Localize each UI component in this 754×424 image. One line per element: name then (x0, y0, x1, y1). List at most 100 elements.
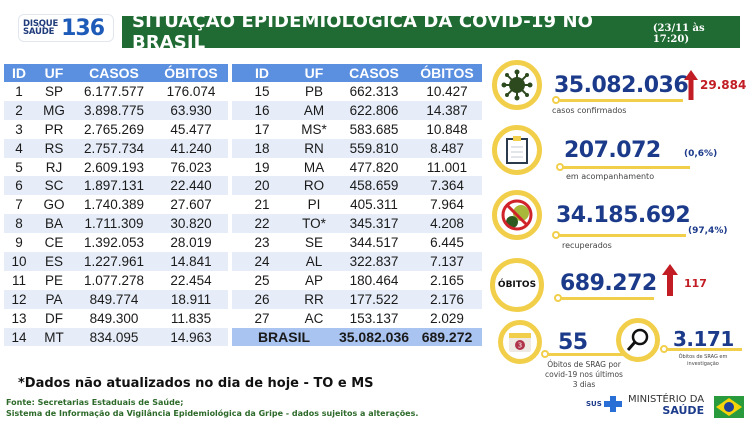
cell-uf: AL (292, 252, 336, 271)
increase-arrow-icon (684, 70, 698, 100)
cell-casos: 153.137 (349, 310, 399, 326)
cell-casos: 849.300 (89, 310, 139, 326)
deaths-label: ÓBITOS (497, 280, 537, 290)
cell-obitos: 18.911 (154, 289, 228, 309)
recovered-value: 34.185.692 (556, 203, 691, 228)
cell-casos: 1.897.131 (74, 176, 154, 196)
source-line-2: Sistema de Informação da Vigilância Epid… (6, 409, 419, 418)
cell-obitos: 10.848 (426, 121, 468, 137)
col-id: ID (232, 64, 292, 82)
data-note: *Dados não atualizados no dia de hoje - … (18, 376, 374, 391)
table-row: 20 RO 458.659 7.364 (232, 176, 482, 196)
cell-casos: 458.659 (336, 176, 412, 196)
cell-casos: 1.740.389 (83, 197, 145, 213)
underline-dot (660, 345, 668, 353)
cell-uf: SP (44, 83, 63, 99)
cell-uf: RO (292, 176, 336, 196)
magnifier-icon (616, 318, 660, 362)
table-row: 13 DF 849.300 11.835 (4, 309, 228, 328)
clipboard-icon (492, 125, 542, 175)
cell-uf: PB (304, 83, 323, 99)
cell-id: 12 (4, 289, 34, 309)
cell-id: 6 (4, 176, 34, 196)
cell-obitos: 22.454 (170, 272, 212, 288)
cell-id: 10 (4, 252, 34, 271)
cell-uf: AC (304, 310, 324, 326)
srag-recent-caption: Óbitos de SRAG por covid-19 nos últimos … (545, 360, 623, 389)
cell-uf: TO* (292, 214, 336, 234)
recovered-percent: (97,4%) (688, 226, 728, 236)
table-row: 1 SP 6.177.577 176.074 (4, 82, 228, 101)
cell-obitos: 7.364 (412, 176, 482, 196)
cell-casos: 344.517 (349, 235, 399, 251)
cell-obitos: 63.930 (154, 100, 228, 120)
cell-casos: 477.820 (349, 159, 399, 175)
table-row: 10 ES 1.227.961 14.841 (4, 252, 228, 271)
table-header-row: ID UF CASOS ÓBITOS (4, 64, 228, 82)
total-casos: 35.082.036 (336, 327, 412, 347)
cell-id: 25 (254, 272, 270, 288)
cell-casos: 2.757.734 (74, 138, 154, 158)
cell-uf: PR (44, 121, 64, 137)
recovered-caption: recuperados (562, 241, 612, 250)
table-row: 8 BA 1.711.309 30.820 (4, 214, 228, 234)
cell-obitos: 8.487 (412, 138, 482, 158)
underline-dot (556, 163, 564, 171)
cell-id: 17 (254, 121, 270, 137)
cell-id: 11 (11, 272, 26, 288)
cell-casos: 3.898.775 (74, 100, 154, 120)
cell-obitos: 14.387 (412, 100, 482, 120)
monitoring-caption: em acompanhamento (566, 172, 655, 181)
cell-obitos: 10.427 (426, 83, 468, 99)
cell-id: 19 (254, 159, 270, 175)
cell-id: 15 (254, 83, 270, 99)
srag-investigation-value: 3.171 (673, 327, 734, 351)
underline-dot (541, 350, 549, 358)
brazil-flag-icon (714, 396, 744, 418)
cell-id: 9 (15, 235, 23, 251)
svg-text:3: 3 (518, 342, 522, 350)
table-row: 27 AC 153.137 2.029 (232, 309, 482, 328)
cell-id: 14 (4, 327, 34, 347)
cell-obitos: 7.137 (412, 252, 482, 271)
underline-dot (554, 294, 562, 302)
cell-uf: SC (34, 176, 74, 196)
table-row: 19 MA 477.820 11.001 (232, 158, 482, 177)
underline (555, 99, 683, 102)
cell-obitos: 7.964 (430, 197, 464, 213)
table-row: 23 SE 344.517 6.445 (232, 233, 482, 252)
cell-id: 3 (15, 121, 23, 137)
cell-id: 22 (232, 214, 292, 234)
states-table-left: ID UF CASOS ÓBITOS 1 SP 6.177.577 176.074 2 M… (4, 64, 228, 347)
total-row: BRASIL 35.082.036 689.272 (232, 327, 482, 347)
col-casos: CASOS (74, 64, 154, 82)
cell-casos: 2.609.193 (83, 159, 145, 175)
confirmed-delta: 29.884 (700, 78, 747, 92)
table-row: 17 MS* 583.685 10.848 (232, 120, 482, 139)
cell-id: 20 (232, 176, 292, 196)
table-row: 14 MT 834.095 14.963 (4, 327, 228, 347)
cell-obitos: 14.963 (154, 327, 228, 347)
confirmed-cases-value: 35.082.036 (554, 73, 689, 98)
underline (664, 348, 742, 351)
cell-id: 7 (15, 197, 23, 213)
cell-uf: MA (303, 159, 325, 175)
cell-id: 16 (232, 100, 292, 120)
table-row: 5 RJ 2.609.193 76.023 (4, 158, 228, 177)
monitoring-percent: (0,6%) (684, 149, 718, 159)
deaths-value: 689.272 (560, 271, 657, 296)
cell-obitos: 2.176 (412, 289, 482, 309)
table-row: 11 PE 1.077.278 22.454 (4, 271, 228, 290)
cell-obitos: 11.001 (426, 159, 468, 175)
cell-uf: AM (292, 100, 336, 120)
cell-casos: 1.227.961 (74, 252, 154, 271)
table-row: 25 AP 180.464 2.165 (232, 271, 482, 290)
table-row: 3 PR 2.765.269 45.477 (4, 120, 228, 139)
cell-id: 24 (232, 252, 292, 271)
underline (560, 166, 690, 169)
cell-uf: RN (292, 138, 336, 158)
col-uf: UF (292, 64, 336, 82)
cell-casos: 405.311 (350, 197, 398, 213)
cell-uf: PI (307, 197, 321, 213)
cell-id: 1 (15, 83, 23, 99)
